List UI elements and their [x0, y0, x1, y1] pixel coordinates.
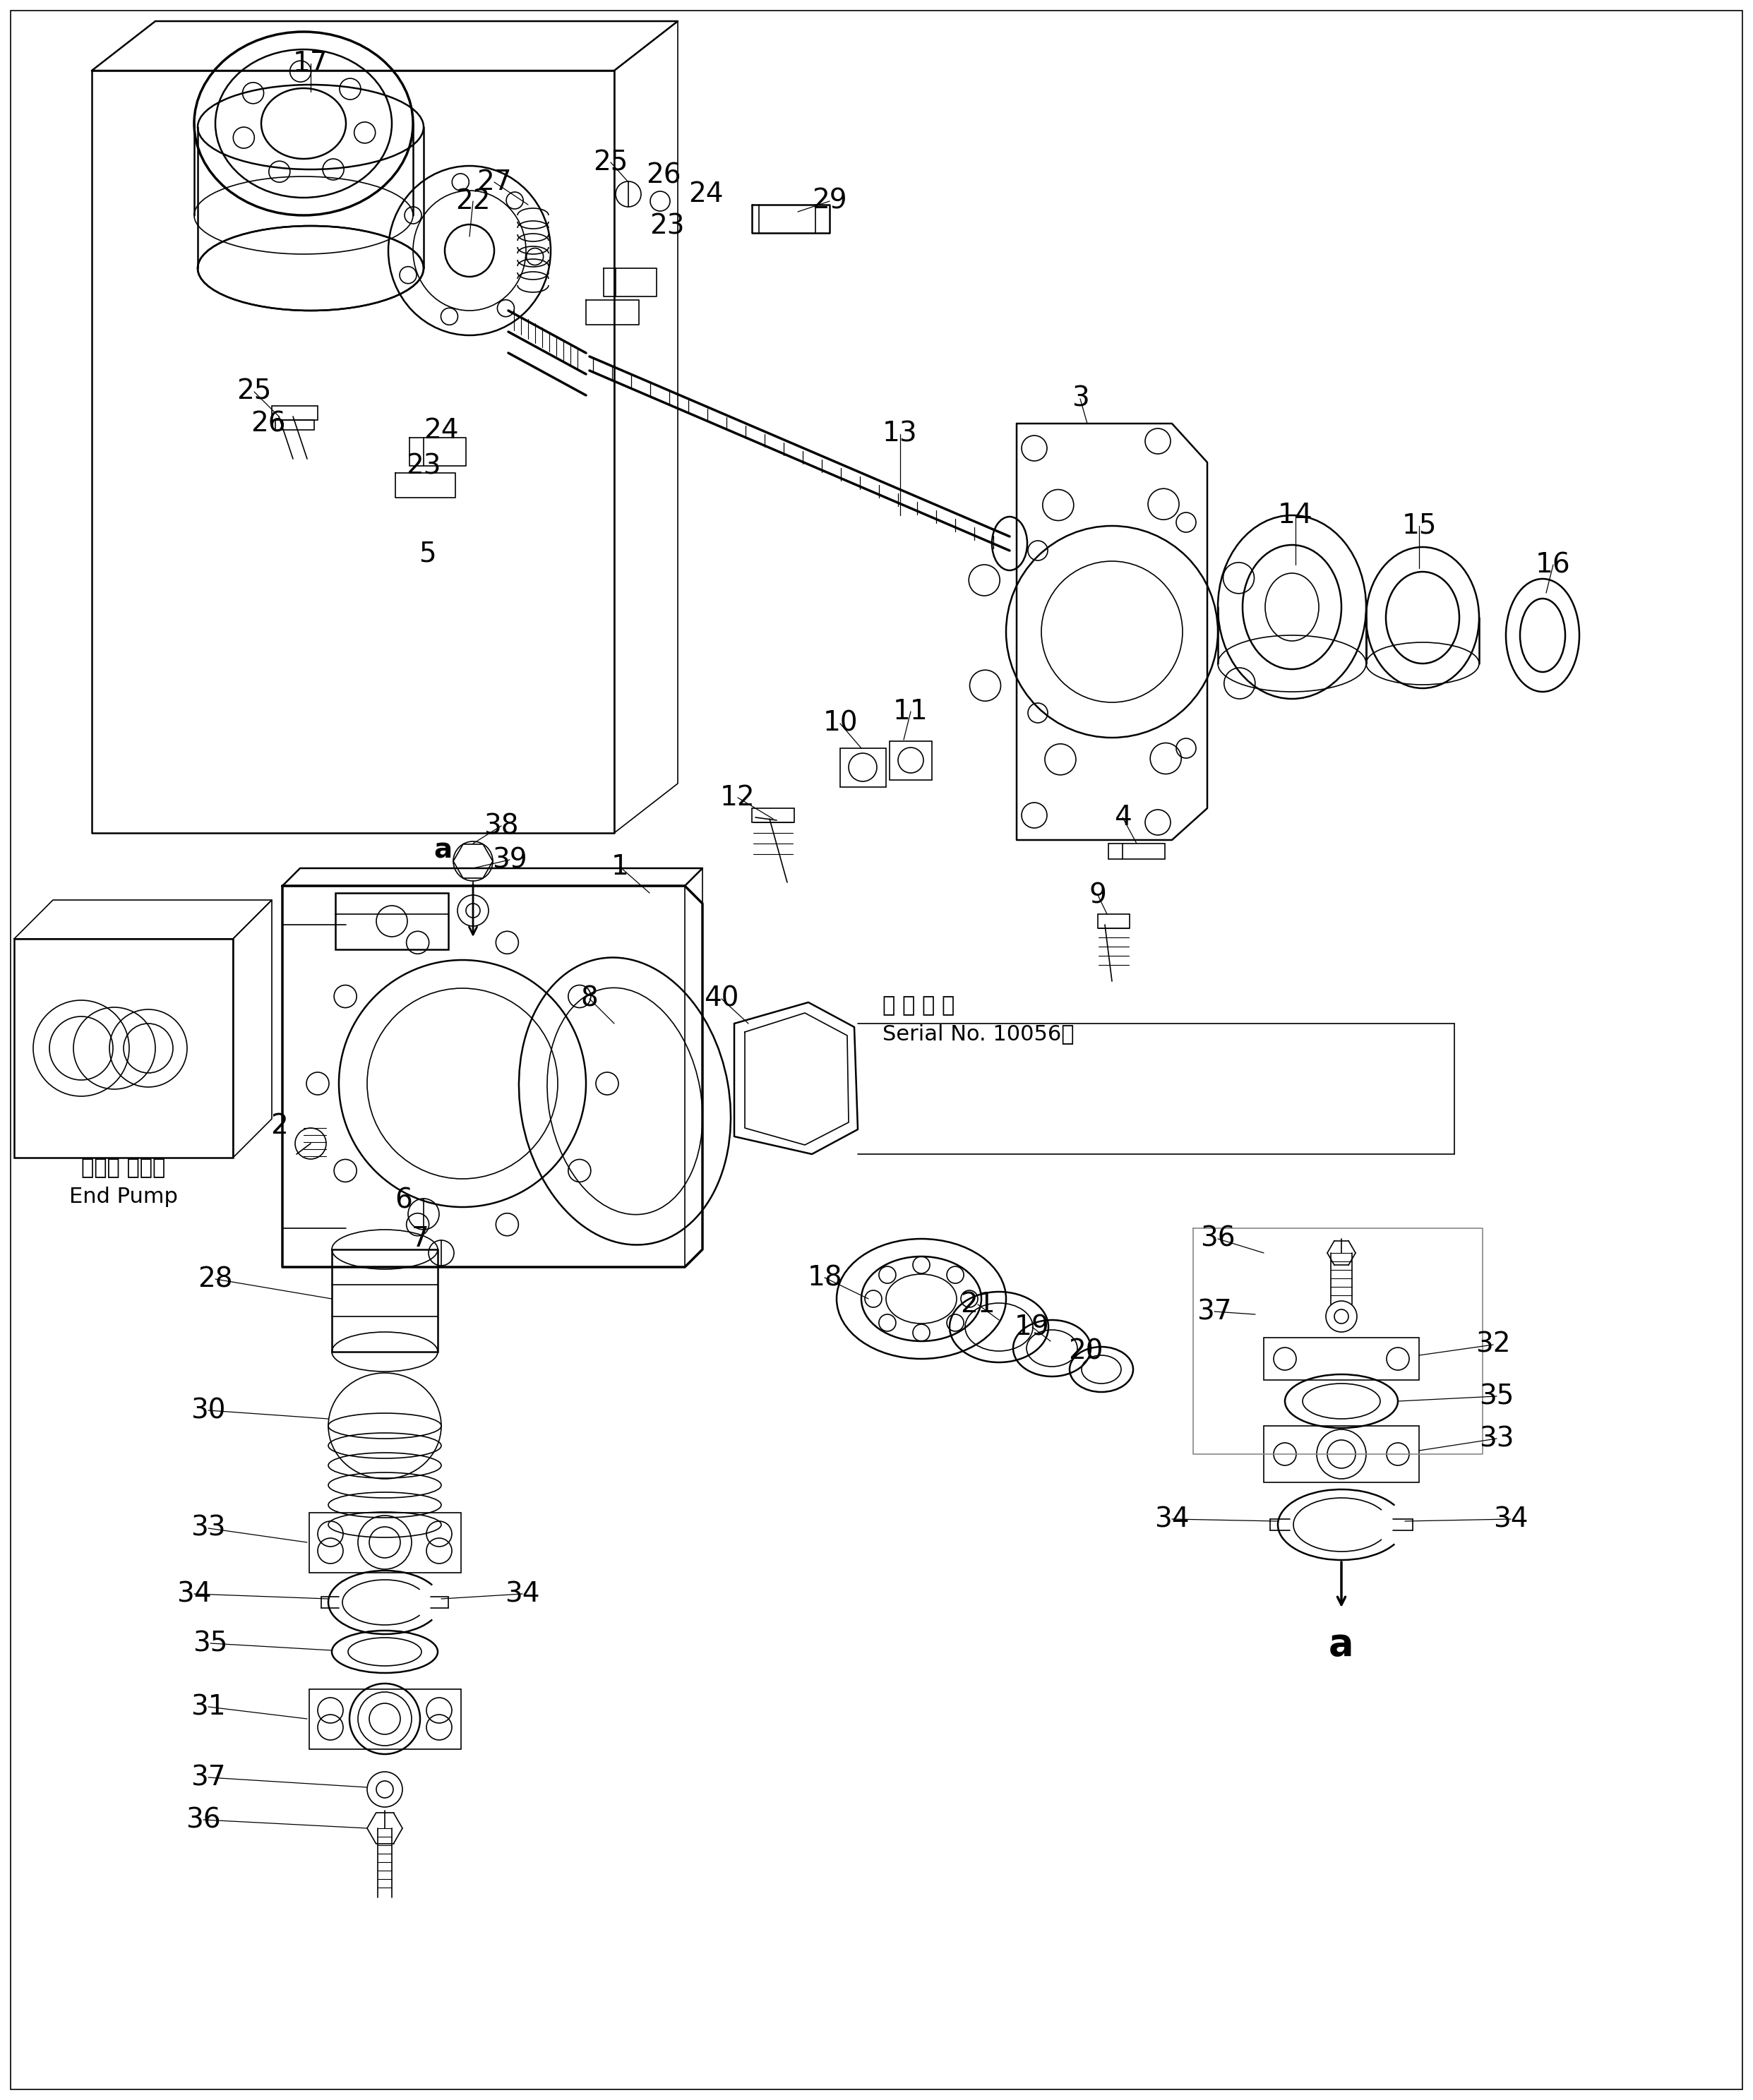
Bar	[1108, 844, 1166, 859]
Text: 26: 26	[251, 410, 286, 437]
Text: 12: 12	[720, 783, 756, 811]
Bar	[1264, 1338, 1420, 1380]
Text: 38: 38	[484, 813, 519, 840]
Text: 40: 40	[705, 985, 740, 1012]
Text: 34: 34	[505, 1581, 540, 1606]
Bar	[1264, 1426, 1420, 1483]
Text: 14: 14	[1278, 502, 1313, 529]
Text: 24: 24	[424, 418, 459, 443]
Text: 27: 27	[477, 168, 512, 195]
Text: 34: 34	[177, 1581, 212, 1606]
Text: 30: 30	[191, 1396, 226, 1424]
Bar	[840, 748, 885, 788]
Text: a: a	[433, 838, 452, 863]
Text: 25: 25	[593, 149, 628, 176]
Text: 17: 17	[293, 50, 328, 78]
Bar	[331, 1250, 438, 1352]
Text: 4: 4	[1113, 804, 1131, 832]
Text: 16: 16	[1536, 552, 1571, 578]
Text: 10: 10	[822, 710, 857, 737]
Bar	[275, 420, 314, 430]
Text: 28: 28	[198, 1266, 233, 1292]
Text: 33: 33	[191, 1514, 226, 1541]
Text: 36: 36	[1201, 1226, 1236, 1252]
Text: 適 用 号 機: 適 用 号 機	[882, 995, 955, 1016]
Text: 20: 20	[1068, 1338, 1103, 1365]
Text: 15: 15	[1402, 512, 1436, 540]
Text: Serial No. 10056～: Serial No. 10056～	[882, 1025, 1075, 1044]
Text: 11: 11	[894, 697, 929, 724]
Text: 22: 22	[456, 187, 491, 214]
Text: 9: 9	[1089, 882, 1106, 909]
Text: 21: 21	[961, 1292, 996, 1319]
Text: 6: 6	[394, 1186, 412, 1214]
Text: 24: 24	[689, 181, 724, 208]
Text: 8: 8	[580, 985, 598, 1012]
Bar	[889, 741, 933, 779]
Text: 37: 37	[191, 1764, 226, 1791]
Bar	[14, 939, 233, 1157]
Text: 35: 35	[1480, 1382, 1515, 1409]
Text: 23: 23	[650, 212, 685, 239]
Text: 32: 32	[1476, 1331, 1511, 1359]
Bar	[272, 405, 317, 420]
Text: 3: 3	[1071, 386, 1089, 412]
Text: 36: 36	[186, 1806, 221, 1833]
Text: 26: 26	[647, 162, 682, 189]
Text: End Pump: End Pump	[68, 1186, 177, 1208]
Text: エンド ポンプ: エンド ポンプ	[81, 1157, 165, 1178]
Bar	[309, 1688, 461, 1749]
Bar	[752, 808, 794, 823]
Text: 34: 34	[1155, 1506, 1190, 1533]
Text: 13: 13	[882, 420, 917, 447]
Text: 2: 2	[270, 1113, 287, 1140]
Text: 37: 37	[1197, 1298, 1232, 1325]
Text: 25: 25	[237, 378, 272, 405]
Text: 35: 35	[193, 1630, 228, 1657]
Text: a: a	[1329, 1625, 1353, 1663]
Text: 7: 7	[412, 1226, 429, 1252]
Text: 19: 19	[1015, 1315, 1050, 1340]
Text: 39: 39	[493, 846, 528, 874]
Bar	[309, 1512, 461, 1573]
Bar	[1097, 914, 1129, 928]
Text: 5: 5	[419, 540, 436, 567]
Text: 31: 31	[191, 1693, 226, 1720]
Text: 1: 1	[612, 853, 629, 880]
Text: 18: 18	[806, 1264, 841, 1292]
Text: 29: 29	[812, 187, 847, 214]
Text: 34: 34	[1494, 1506, 1529, 1533]
Bar	[335, 893, 449, 949]
Text: 33: 33	[1480, 1426, 1515, 1451]
Text: 23: 23	[407, 452, 442, 479]
